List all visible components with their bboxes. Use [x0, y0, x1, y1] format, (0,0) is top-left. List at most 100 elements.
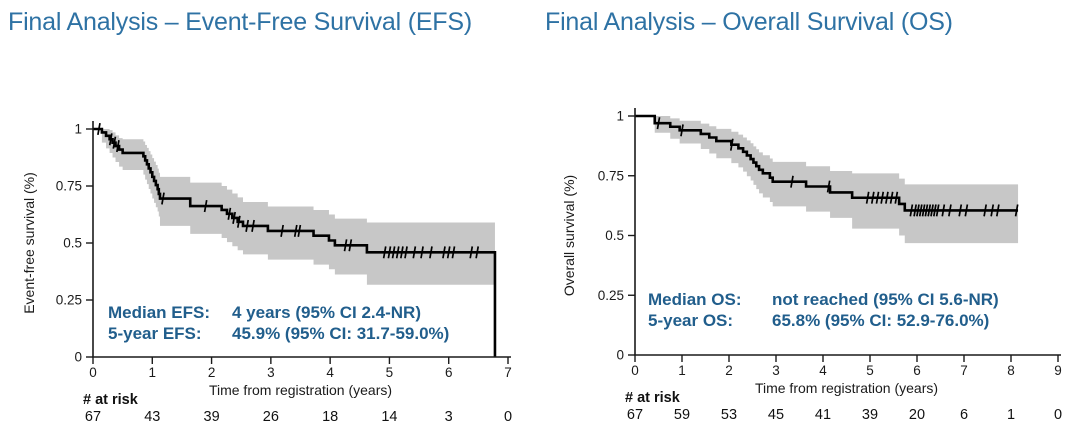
- censor-tick: [399, 246, 404, 259]
- censor-tick: [932, 204, 937, 217]
- y-tick-label: 0.75: [56, 179, 82, 194]
- censor-tick: [412, 246, 417, 259]
- efs-annotation-box: Median EFS: 4 years (95% CI 2.4-NR) 5-ye…: [108, 302, 449, 344]
- censor-tick: [880, 191, 885, 204]
- censor-tick: [995, 204, 1000, 217]
- y-tick-label: 0: [74, 350, 82, 365]
- efs-panel: Final Analysis – Event-Free Survival (EF…: [8, 8, 512, 425]
- y-tick-label: 0.5: [605, 228, 624, 243]
- at-risk-value: 3: [445, 409, 453, 425]
- censor-tick: [958, 204, 963, 217]
- censor-tick: [790, 175, 794, 188]
- censor-tick: [729, 138, 734, 151]
- at-risk-value: 39: [204, 409, 220, 425]
- at-risk-value: 20: [909, 407, 925, 423]
- censor-tick: [387, 246, 392, 259]
- censor-tick: [1014, 204, 1019, 217]
- km-curve: [93, 127, 497, 357]
- censor-tick: [227, 207, 232, 220]
- y-tick-label: 0.25: [56, 293, 82, 308]
- censor-tick: [875, 191, 880, 204]
- censor-tick: [280, 224, 285, 237]
- os-panel: Final Analysis – Overall Survival (OS) 0…: [540, 0, 1080, 440]
- x-tick-label: 0: [89, 365, 97, 380]
- x-tick-label: 6: [913, 363, 921, 378]
- censor-tick: [870, 191, 875, 204]
- censor-tick: [293, 224, 298, 237]
- censor-tick: [203, 200, 208, 213]
- censor-tick: [116, 140, 120, 153]
- censor-tick: [927, 204, 932, 217]
- censor-tick: [251, 219, 255, 232]
- y-tick-label: 0: [616, 348, 624, 363]
- y-tick-label: 1: [616, 109, 624, 124]
- x-axis-title: Time from registration (years): [209, 382, 392, 398]
- censor-tick: [245, 219, 250, 232]
- censor-tick: [656, 117, 661, 130]
- x-tick-label: 8: [1007, 363, 1015, 378]
- censor-tick: [348, 239, 353, 252]
- censor-tick: [420, 246, 424, 259]
- y-tick-label: 0.25: [598, 288, 624, 303]
- censor-tick: [232, 211, 236, 224]
- at-risk-value: 0: [504, 409, 512, 425]
- censor-tick: [395, 246, 400, 259]
- censor-tick: [913, 204, 917, 217]
- x-tick-label: 2: [725, 363, 733, 378]
- x-tick-label: 5: [866, 363, 874, 378]
- censor-tick: [921, 204, 926, 217]
- censor-tick: [916, 204, 920, 217]
- x-tick-label: 7: [960, 363, 968, 378]
- at-risk-value: 18: [322, 409, 338, 425]
- os-5year-value: 65.8% (95% CI: 52.9-76.0%): [772, 311, 990, 330]
- at-risk-value: 0: [1054, 407, 1062, 423]
- os-title: Final Analysis – Overall Survival (OS): [545, 8, 953, 36]
- censor-tick: [918, 204, 923, 217]
- censor-tick: [680, 124, 684, 137]
- os-annotation-row-median: Median OS: not reached (95% CI 5.6-NR): [648, 289, 999, 310]
- censor-tick: [935, 204, 940, 217]
- censor-tick: [382, 246, 387, 259]
- ci-band: [101, 129, 495, 285]
- censor-tick: [112, 136, 117, 149]
- x-tick-label: 1: [149, 365, 157, 380]
- censor-tick: [429, 246, 433, 259]
- x-tick-label: 3: [772, 363, 780, 378]
- efs-median-label: Median EFS:: [108, 303, 211, 322]
- censor-tick: [442, 246, 446, 259]
- at-risk-value: 39: [862, 407, 878, 423]
- x-tick-label: 5: [386, 365, 394, 380]
- censor-tick: [865, 191, 870, 204]
- y-axis-title: Event-free survival (%): [21, 172, 37, 314]
- efs-annotation-row-median: Median EFS: 4 years (95% CI 2.4-NR): [108, 302, 449, 323]
- at-risk-value: 26: [263, 409, 279, 425]
- censor-tick: [343, 239, 348, 252]
- at-risk-value: 41: [815, 407, 831, 423]
- censor-tick: [97, 122, 101, 136]
- censor-tick: [161, 192, 165, 205]
- at-risk-value: 53: [721, 407, 737, 423]
- x-tick-label: 2: [208, 365, 216, 380]
- censor-tick: [894, 191, 899, 204]
- x-tick-label: 4: [326, 365, 334, 380]
- x-tick-label: 0: [631, 363, 639, 378]
- at-risk-value: 67: [85, 409, 101, 425]
- at-risk-value: 14: [381, 409, 397, 425]
- os-annotation-row-5year: 5-year OS: 65.8% (95% CI: 52.9-76.0%): [648, 310, 999, 331]
- efs-5year-label: 5-year EFS:: [108, 324, 202, 343]
- censor-tick: [964, 204, 969, 217]
- at-risk-label: # at risk: [625, 390, 681, 406]
- censor-tick: [909, 204, 914, 217]
- y-tick-label: 0.5: [63, 236, 82, 251]
- y-tick-label: 1: [74, 122, 82, 137]
- os-annotation-box: Median OS: not reached (95% CI 5.6-NR) 5…: [648, 289, 999, 331]
- censor-tick: [990, 204, 995, 217]
- x-tick-label: 9: [1054, 363, 1062, 378]
- x-axis-title: Time from registration (years): [755, 380, 938, 396]
- censor-tick: [924, 204, 929, 217]
- at-risk-value: 67: [627, 407, 643, 423]
- at-risk-value: 45: [768, 407, 784, 423]
- censor-tick: [826, 180, 831, 193]
- y-tick-label: 0.75: [598, 168, 624, 183]
- censor-tick: [236, 215, 241, 228]
